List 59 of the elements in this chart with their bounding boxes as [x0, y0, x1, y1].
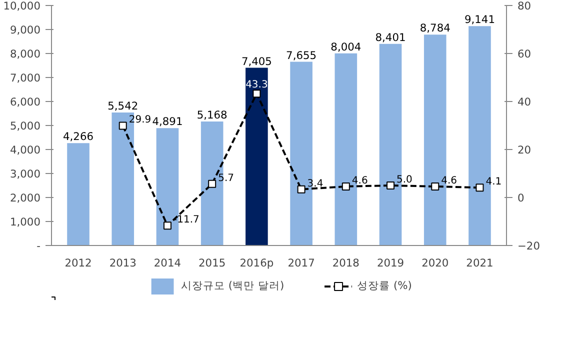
data-label: 5,168 — [196, 108, 228, 122]
y-tick-label: 6,000 — [10, 96, 41, 108]
point — [342, 182, 350, 190]
bar — [67, 143, 90, 246]
y2-tick-label: 60 — [518, 48, 532, 60]
data-label: 4.6 — [352, 175, 368, 186]
data-label: 8,004 — [330, 40, 362, 54]
x-tick-label: 2016p — [240, 256, 274, 270]
x-tick-label: 2019 — [376, 256, 404, 270]
data-label: 4.6 — [441, 175, 458, 186]
data-label: 7,655 — [286, 48, 317, 62]
point — [476, 184, 484, 192]
y2-tick-label: 80 — [518, 0, 532, 12]
data-label: 9,141 — [464, 13, 495, 26]
data-label: 8,401 — [375, 30, 406, 44]
point — [252, 90, 261, 98]
y-tick-label: 9,000 — [10, 24, 41, 36]
x-tick-label: 2015 — [198, 256, 226, 270]
point — [163, 222, 172, 230]
y-tick-label: 1,000 — [10, 216, 41, 228]
data-label: 7,405 — [241, 54, 272, 68]
x-tick-label: 2013 — [109, 256, 136, 270]
point — [297, 185, 306, 194]
y-tick-label: 7,000 — [10, 72, 41, 84]
data-label: 4,891 — [152, 115, 183, 128]
data-label: 3.4 — [307, 178, 324, 190]
y2-tick-label: 20 — [518, 144, 532, 156]
y-tick-label: 4,000 — [10, 144, 41, 156]
x-tick-label: 2018 — [332, 256, 360, 270]
point — [118, 122, 127, 130]
y2-tick-label: 0 — [518, 192, 524, 204]
y-tick-label: 10,000 — [3, 0, 41, 12]
y-tick-label: 2,000 — [10, 192, 41, 204]
data-label: 4,266 — [63, 130, 94, 144]
point — [386, 182, 395, 190]
y2-tick-label: −20 — [518, 240, 540, 252]
y2-tick-label: 40 — [518, 96, 532, 108]
data-label: 8,784 — [420, 22, 451, 35]
x-tick-label: 2012 — [64, 256, 92, 270]
x-tick-label: 2014 — [154, 256, 182, 270]
y-tick-label: 8,000 — [10, 48, 41, 60]
y-tick-label: - — [36, 240, 41, 252]
x-tick-label: 2021 — [466, 256, 494, 270]
x-tick-label: 2017 — [288, 256, 315, 270]
data-label: 5.7 — [218, 172, 234, 184]
y-tick-label: 3,000 — [10, 168, 41, 180]
point — [431, 182, 440, 190]
x-tick-label: 2020 — [422, 256, 449, 270]
data-label: 5.0 — [396, 174, 412, 186]
legend-label: 성장률 (%) — [357, 279, 412, 293]
data-label: -11.7 — [173, 214, 200, 226]
data-label: 4.1 — [486, 176, 502, 188]
legend-label: 시장규모 (백만 달러) — [181, 279, 284, 293]
data-label: 43.3 — [246, 80, 268, 91]
y-tick-label: 5,000 — [10, 120, 41, 132]
point — [208, 180, 216, 188]
data-label: 5,542 — [108, 99, 138, 112]
data-label: 29.9 — [128, 114, 152, 126]
bar — [246, 68, 268, 246]
